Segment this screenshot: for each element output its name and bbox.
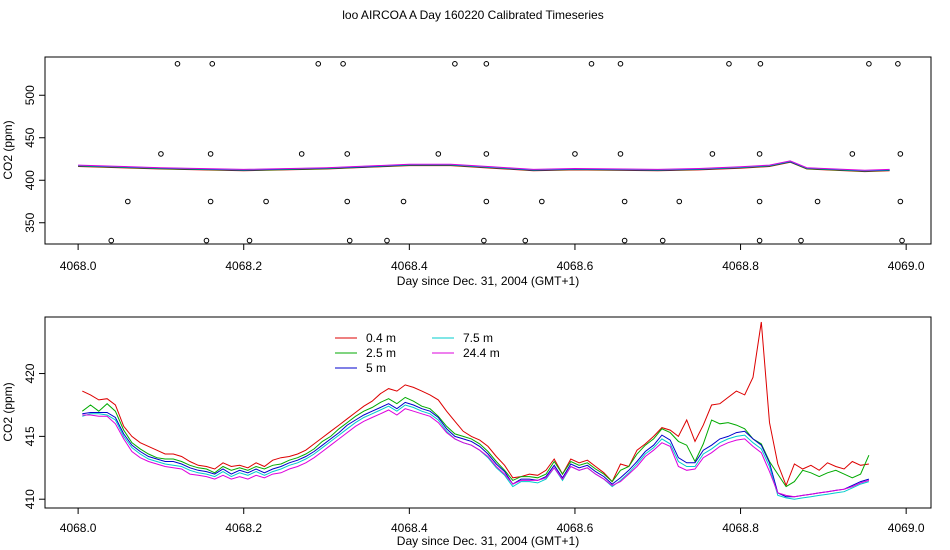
series-line-5-m <box>82 401 870 498</box>
bottom-x-tick-label: 4068.8 <box>722 521 759 535</box>
top-data-point <box>756 198 763 205</box>
top-data-point <box>814 198 821 205</box>
top-x-tick-label: 4068.2 <box>225 259 262 273</box>
top-data-point <box>849 151 856 157</box>
top-data-point <box>617 151 624 157</box>
top-data-point <box>757 61 764 67</box>
top-data-point <box>866 61 872 67</box>
top-y-axis-label: CO2 (ppm) <box>1 120 15 179</box>
top-data-point <box>108 237 115 244</box>
bottom-y-tick-label: 415 <box>23 426 37 446</box>
legend-label: 2.5 m <box>366 346 396 360</box>
top-data-point <box>617 61 624 67</box>
top-panel: 4068.0 4068.2 4068.4 4068.6 4068.8 4069.0 350 4… <box>1 56 932 288</box>
top-marks: 4068.0 4068.2 4068.4 4068.6 4068.8 4069.0 350 4… <box>23 61 925 273</box>
top-data-point <box>452 61 458 67</box>
top-data-point <box>483 198 490 205</box>
bottom-y-tick-label: 420 <box>23 363 37 383</box>
top-x-tick-label: 4068.0 <box>60 259 97 273</box>
bottom-y-tick-label: 410 <box>23 489 37 509</box>
top-data-point <box>621 198 628 205</box>
series-line-24-4-m <box>82 408 870 498</box>
top-x-tick-label: 4068.8 <box>722 259 759 273</box>
top-data-point <box>209 61 216 67</box>
top-data-point <box>895 61 901 67</box>
top-data-point <box>174 61 181 67</box>
top-y-tick-label: 400 <box>23 170 37 190</box>
top-data-point <box>263 198 269 205</box>
top-data-point <box>400 198 407 205</box>
top-plot-frame <box>44 56 932 245</box>
legend-label: 5 m <box>366 361 386 375</box>
top-data-point <box>246 237 253 244</box>
top-data-point <box>756 237 763 244</box>
bottom-plot-frame <box>44 316 932 509</box>
top-data-point <box>435 151 442 157</box>
bottom-x-tick-label: 4068.2 <box>225 521 262 535</box>
top-data-point <box>203 237 210 244</box>
top-data-point <box>207 198 214 205</box>
top-data-point <box>709 151 716 157</box>
chart-title: loo AIRCOA A Day 160220 Calibrated Times… <box>342 8 603 22</box>
top-data-point <box>344 198 351 205</box>
top-y-tick-label: 350 <box>23 212 37 232</box>
top-data-point <box>899 237 905 244</box>
top-data-point <box>756 151 763 157</box>
legend: 0.4 m2.5 m5 m 7.5 m24.4 m <box>335 331 500 375</box>
bottom-x-tick-label: 4069.0 <box>888 521 925 535</box>
top-data-point <box>726 61 732 67</box>
top-data-point <box>125 198 131 205</box>
top-data-point <box>572 151 578 157</box>
top-data-point <box>481 237 487 244</box>
top-data-point <box>483 61 490 67</box>
top-data-point <box>483 151 490 157</box>
series-line-7-5-m <box>82 404 870 500</box>
bottom-panel: 4068.0 4068.2 4068.4 4068.6 4068.8 4069.0 410 4… <box>1 316 932 548</box>
top-data-point <box>676 198 683 205</box>
top-data-point <box>897 151 904 157</box>
bottom-x-tick-label: 4068.0 <box>60 521 97 535</box>
top-data-point <box>298 151 305 157</box>
bottom-x-axis-label: Day since Dec. 31, 2004 (GMT+1) <box>397 534 579 548</box>
top-series-line <box>78 160 890 171</box>
top-x-tick-label: 4069.0 <box>888 259 925 273</box>
bottom-x-tick-label: 4068.4 <box>391 521 428 535</box>
legend-label: 7.5 m <box>463 331 493 345</box>
top-data-point <box>384 237 390 244</box>
top-data-point <box>340 61 346 67</box>
top-data-point <box>588 61 595 67</box>
top-data-point <box>158 151 164 157</box>
bottom-y-axis-label: CO2 (ppm) <box>1 382 15 441</box>
top-data-point <box>897 198 904 205</box>
top-y-tick-label: 450 <box>23 127 37 147</box>
top-data-point <box>539 198 545 205</box>
top-y-tick-label: 500 <box>23 85 37 105</box>
top-data-point <box>315 61 322 67</box>
top-data-point <box>621 237 628 244</box>
top-data-point <box>522 237 529 244</box>
legend-label: 24.4 m <box>463 346 500 360</box>
top-x-tick-label: 4068.6 <box>557 259 594 273</box>
top-data-point <box>346 237 353 244</box>
legend-label: 0.4 m <box>366 331 396 345</box>
top-x-axis-label: Day since Dec. 31, 2004 (GMT+1) <box>397 274 579 288</box>
bottom-x-tick-label: 4068.6 <box>557 521 594 535</box>
top-data-point <box>207 151 214 157</box>
top-data-point <box>659 237 666 244</box>
top-data-point <box>344 151 351 157</box>
top-x-tick-label: 4068.4 <box>391 259 428 273</box>
series-line-0-4-m <box>82 321 869 487</box>
top-data-point <box>798 237 804 244</box>
bottom-marks: 4068.0 4068.2 4068.4 4068.6 4068.8 4069.0 410 4… <box>23 321 925 535</box>
series-line-2-5-m <box>81 396 870 488</box>
